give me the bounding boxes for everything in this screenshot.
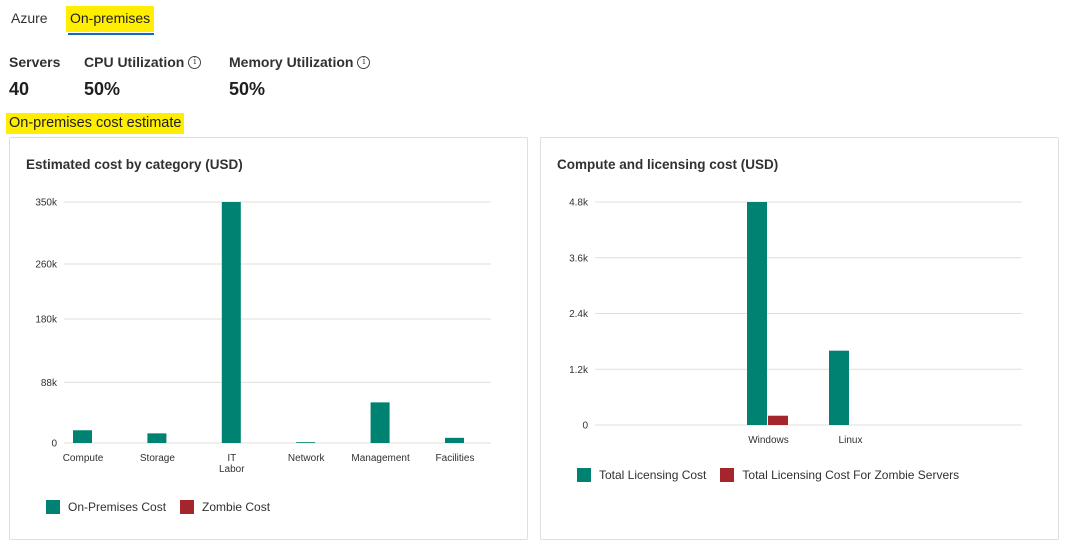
metric-memory-value: 50%	[229, 79, 266, 99]
tab-on-premises[interactable]: On-premises	[66, 6, 155, 32]
cpu-label-text: CPU Utilization	[84, 54, 185, 70]
x-tick-label: IT	[227, 453, 236, 464]
x-tick-label: Windows	[748, 435, 789, 446]
memory-label-text: Memory Utilization	[229, 54, 354, 70]
x-tick-label: Facilities	[436, 453, 475, 464]
bar-it-labor	[221, 202, 241, 443]
y-tick-label: 180k	[35, 315, 58, 326]
legend-swatch	[720, 468, 735, 482]
legend-label: On-Premises Cost	[68, 500, 167, 514]
metric-cpu-value: 50%	[84, 79, 121, 99]
y-tick-label: 260k	[35, 259, 58, 270]
chart-title: Compute and licensing cost (USD)	[557, 157, 779, 172]
legend-swatch	[577, 468, 591, 482]
y-tick-label: 2.4k	[569, 309, 589, 320]
active-tab-indicator	[68, 33, 154, 35]
x-tick-label: Management	[351, 453, 410, 464]
bar-windows	[747, 202, 767, 425]
metric-servers-label: Servers	[9, 52, 60, 72]
y-tick-label: 0	[582, 421, 588, 432]
bar-windows	[768, 415, 788, 425]
metric-memory: Memory Utilization i 50%	[229, 52, 371, 100]
y-tick-label: 3.6k	[569, 253, 589, 264]
legend-swatch	[46, 500, 60, 514]
y-tick-label: 88k	[41, 378, 58, 389]
legend-item-on-premises-cost[interactable]: On-Premises Cost	[46, 500, 166, 514]
metric-servers: Servers 40	[9, 52, 60, 100]
x-tick-label: Labor	[219, 464, 245, 475]
legend-item-zombie-cost[interactable]: Zombie Cost	[180, 500, 270, 514]
chart-legend: Total Licensing Cost Total Licensing Cos…	[577, 468, 959, 482]
legend-label: Total Licensing Cost	[599, 468, 707, 482]
bar-linux	[829, 350, 849, 425]
info-icon[interactable]: i	[357, 55, 371, 69]
legend-item-total-licensing-cost[interactable]: Total Licensing Cost	[577, 468, 706, 482]
x-tick-label: Storage	[140, 453, 175, 464]
bar-compute	[73, 430, 92, 443]
legend-label: Zombie Cost	[202, 500, 271, 514]
info-icon[interactable]: i	[188, 55, 202, 69]
bar-management	[370, 402, 390, 443]
y-tick-label: 350k	[35, 198, 58, 209]
x-tick-label: Network	[288, 453, 326, 464]
x-tick-label: Compute	[63, 453, 104, 464]
metric-servers-value: 40	[9, 79, 30, 99]
x-tick-label: Linux	[839, 435, 863, 446]
servers-label-text: Servers	[9, 54, 61, 70]
legend-label: Total Licensing Cost For Zombie Servers	[742, 468, 960, 482]
metric-memory-label: Memory Utilization i	[229, 52, 371, 72]
tab-azure[interactable]: Azure	[11, 10, 48, 26]
section-title: On-premises cost estimate	[6, 113, 185, 134]
y-tick-label: 4.8k	[569, 198, 589, 209]
tab-bar: Azure On-premises	[0, 0, 400, 38]
metric-cpu: CPU Utilization i 50%	[84, 52, 202, 100]
compute-licensing-card: Compute and licensing cost (USD) 0 1.2k 2.…	[540, 137, 1059, 540]
chart-title: Estimated cost by category (USD)	[26, 157, 243, 172]
cost-by-category-card: Estimated cost by category (USD) 0 88k 180…	[9, 137, 528, 540]
metric-cpu-label: CPU Utilization i	[84, 52, 202, 72]
y-tick-label: 1.2k	[569, 365, 589, 376]
chart-legend: On-Premises Cost Zombie Cost	[46, 500, 270, 514]
compute-licensing-chart: 0 1.2k 2.4k 3.6k 4.8k Windows Linux	[569, 198, 1022, 446]
legend-item-zombie-licensing-cost[interactable]: Total Licensing Cost For Zombie Servers	[720, 468, 959, 482]
bar-storage	[147, 433, 167, 443]
y-tick-label: 0	[51, 439, 57, 450]
legend-swatch	[180, 500, 195, 514]
bar-network	[296, 442, 316, 443]
bar-facilities	[445, 437, 464, 443]
